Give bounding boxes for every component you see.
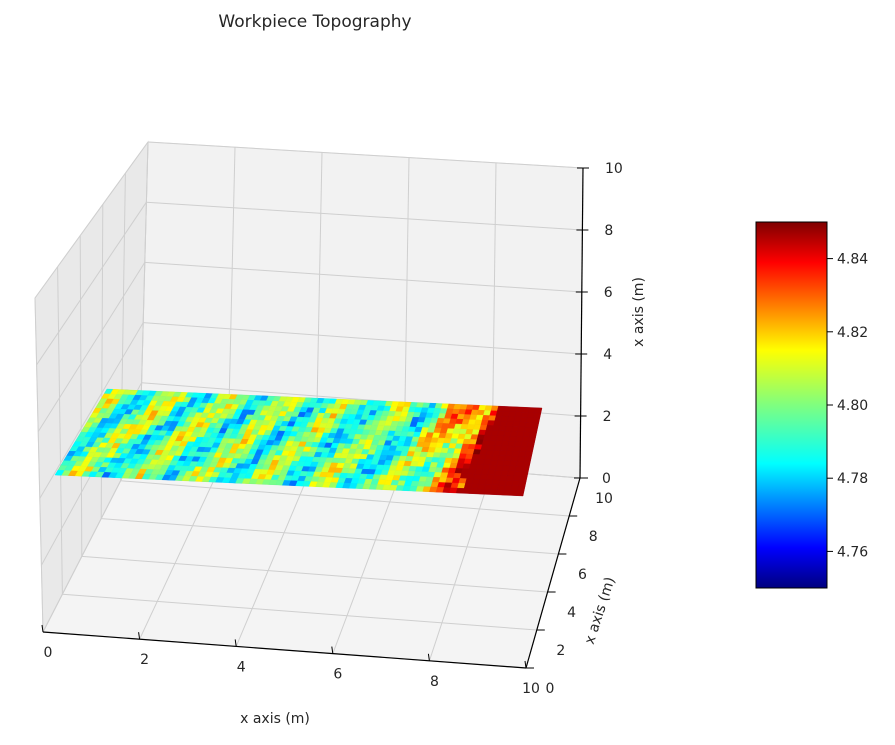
floor-grid-x bbox=[428, 470, 493, 661]
x-tick-mark bbox=[41, 624, 44, 633]
colorbar-ticks: 4.76 4.78 4.80 4.82 4.84 bbox=[827, 252, 868, 560]
z-tick-label: 10 bbox=[605, 161, 623, 177]
y-tick-label: 4 bbox=[567, 605, 576, 621]
floor-grid-x bbox=[235, 456, 317, 647]
x-tick-mark bbox=[331, 646, 334, 654]
colorbar: 4.76 4.78 4.80 4.82 4.84 bbox=[755, 221, 868, 589]
x-tick-label: 4 bbox=[237, 659, 246, 675]
colorbar-tick-label: 4.80 bbox=[837, 398, 868, 414]
left-grid-y bbox=[34, 297, 44, 633]
colorbar-tick-label: 4.84 bbox=[837, 252, 868, 268]
left-grid-z bbox=[34, 141, 149, 299]
z-axis-line bbox=[579, 167, 584, 479]
x-tick-label: 2 bbox=[140, 652, 149, 668]
y-axis-label: x axis (m) bbox=[582, 575, 619, 646]
back-grid-z bbox=[144, 261, 582, 293]
x-axis-line bbox=[42, 631, 527, 669]
y-tick-label: 6 bbox=[578, 567, 587, 583]
z-axis-label: x axis (m) bbox=[631, 277, 647, 347]
y-tick-label: 2 bbox=[556, 643, 565, 659]
x-tick-mark bbox=[524, 660, 527, 669]
z-tick-label: 6 bbox=[604, 285, 613, 301]
left-grid-y bbox=[57, 266, 63, 595]
left-grid-z bbox=[36, 201, 147, 366]
x-tick-label: 10 bbox=[522, 681, 540, 697]
z-tick-label: 2 bbox=[603, 409, 612, 425]
floor-grid-y bbox=[81, 555, 548, 593]
x-tick-label: 8 bbox=[430, 674, 439, 690]
y-axis-ticks: 0 2 4 6 8 10 bbox=[526, 477, 613, 697]
surface bbox=[54, 388, 543, 497]
left-grid-y bbox=[79, 235, 83, 557]
floor-grid-y bbox=[62, 593, 537, 631]
back-grid-z bbox=[146, 201, 583, 231]
back-grid-z bbox=[147, 141, 584, 169]
y-axis-line bbox=[525, 477, 581, 669]
left-grid-z bbox=[39, 322, 144, 499]
chart-title: Workpiece Topography bbox=[218, 12, 411, 32]
axis-edges bbox=[42, 167, 584, 669]
y-tick-label: 0 bbox=[546, 681, 555, 697]
x-tick-label: 0 bbox=[44, 645, 53, 661]
x-tick-mark bbox=[234, 639, 237, 647]
colorbar-tick-label: 4.78 bbox=[837, 471, 868, 487]
y-tick-label: 10 bbox=[595, 491, 613, 507]
z-tick-label: 4 bbox=[603, 347, 612, 363]
x-axis-ticks: 0 2 4 6 8 10 bbox=[41, 624, 540, 697]
x-tick-mark bbox=[427, 653, 430, 661]
x-axis-label: x axis (m) bbox=[240, 711, 310, 727]
z-tick-label: 8 bbox=[604, 223, 613, 239]
colorbar-tick-label: 4.76 bbox=[837, 544, 868, 560]
x-tick-mark bbox=[138, 632, 141, 640]
z-axis-ticks: 0 2 4 6 8 10 bbox=[574, 161, 623, 487]
floor-grid-x bbox=[332, 463, 405, 654]
colorbar-gradient bbox=[755, 221, 828, 589]
left-grid-z bbox=[37, 262, 146, 432]
back-grid-z bbox=[143, 322, 582, 355]
colorbar-tick-label: 4.82 bbox=[837, 325, 868, 341]
x-tick-label: 6 bbox=[333, 667, 342, 683]
floor-grid-y bbox=[120, 480, 570, 517]
y-tick-label: 8 bbox=[589, 529, 598, 545]
floor-grid-y bbox=[101, 518, 559, 555]
z-tick-label: 0 bbox=[602, 471, 611, 487]
